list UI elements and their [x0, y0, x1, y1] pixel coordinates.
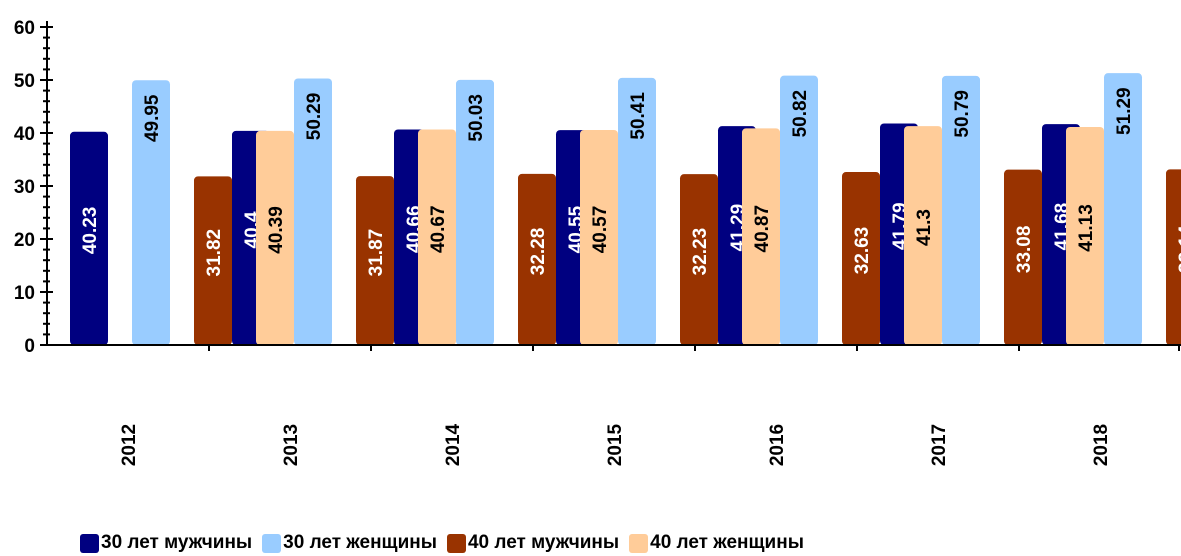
- x-tick-label-2018: 2018: [1091, 424, 1112, 466]
- legend-item-1: 30 лет женщины: [262, 532, 437, 554]
- data-label-s2-2018: 33.14: [1176, 225, 1181, 273]
- legend-item-2: 40 лет мужчины: [446, 532, 620, 554]
- y-tick-label-10: 10: [14, 283, 35, 304]
- data-label-s1-2015: 50.41: [628, 92, 649, 140]
- bar-s3-2016: [904, 126, 942, 345]
- data-label-s1-2016: 50.82: [790, 90, 811, 138]
- bar-s2-2013: [356, 176, 394, 345]
- bar-s2-2014: [518, 173, 556, 345]
- y-tick-label-60: 60: [14, 18, 35, 39]
- bar-s1-2016: [780, 75, 818, 346]
- data-label-s1-2018: 51.29: [1114, 87, 1135, 135]
- data-label-s2-2013: 31.87: [366, 229, 387, 277]
- data-label-s3-2015: 40.87: [752, 205, 773, 253]
- bar-s1-2018: [1104, 73, 1142, 346]
- y-tick-label-30: 30: [14, 177, 35, 198]
- bar-s3-2015: [742, 128, 780, 345]
- x-tick-label-2012: 2012: [119, 424, 140, 466]
- bar-s2-2018: [1166, 169, 1181, 345]
- bar-s2-2016: [842, 172, 880, 345]
- data-label-s3-2016: 41.3: [914, 209, 935, 246]
- data-label-s2-2014: 32.28: [528, 228, 549, 276]
- data-label-s1-2012: 49.95: [142, 94, 163, 142]
- bar-s1-2013: [294, 78, 332, 345]
- legend-label-2: 40 лет мужчины: [467, 532, 620, 553]
- data-label-s3-2012: 40.39: [266, 206, 287, 254]
- legend-item-3: 40 лет женщины: [629, 532, 804, 554]
- legend-label-0: 30 лет мужчины: [101, 532, 253, 553]
- legend-swatch-2: [446, 533, 466, 553]
- data-label-s0-2012: 40.23: [80, 207, 101, 255]
- bar-s1-2012: [132, 80, 170, 345]
- bar-s1-2017: [942, 75, 980, 346]
- legend: 30 лет мужчины 30 лет женщины 40 лет муж…: [80, 532, 814, 554]
- x-tick-label-2014: 2014: [443, 423, 464, 466]
- bar-s3-2017: [1066, 127, 1104, 345]
- data-label-s1-2013: 50.29: [304, 93, 325, 141]
- y-tick-label-0: 0: [24, 336, 35, 357]
- data-label-s3-2017: 41.13: [1076, 204, 1097, 252]
- legend-label-1: 30 лет женщины: [283, 532, 437, 553]
- y-tick-label-20: 20: [14, 230, 35, 251]
- bar-s3-2013: [418, 129, 456, 345]
- data-label-s1-2017: 50.79: [952, 90, 973, 138]
- bar-s3-2014: [580, 129, 618, 345]
- data-label-s2-2017: 33.08: [1014, 226, 1035, 274]
- legend-swatch-1: [262, 533, 282, 553]
- bar-s2-2015: [680, 174, 718, 345]
- data-label-s2-2012: 31.82: [204, 229, 225, 277]
- data-label-s3-2013: 40.67: [428, 205, 449, 253]
- bar-s0-2012: [70, 131, 108, 345]
- x-tick-label-2017: 2017: [929, 424, 950, 466]
- data-label-s2-2016: 32.63: [852, 227, 873, 275]
- bar-s1-2014: [456, 79, 494, 345]
- y-tick-label-50: 50: [14, 71, 35, 92]
- legend-label-3: 40 лет женщины: [650, 532, 804, 553]
- bar-s1-2015: [618, 77, 656, 346]
- x-tick-label-2016: 2016: [767, 424, 788, 466]
- data-label-s2-2015: 32.23: [690, 228, 711, 276]
- bar-s3-2012: [256, 130, 294, 345]
- legend-swatch-3: [629, 533, 649, 553]
- x-tick-label-2013: 2013: [281, 424, 302, 466]
- data-label-s3-2014: 40.57: [590, 206, 611, 254]
- data-label-s1-2014: 50.03: [466, 94, 487, 142]
- y-tick-label-40: 40: [14, 124, 35, 145]
- bar-s2-2017: [1004, 169, 1042, 345]
- x-tick-label-2015: 2015: [605, 423, 626, 466]
- bar-s2-2012: [194, 176, 232, 345]
- legend-swatch-0: [80, 533, 99, 553]
- legend-item-0: 30 лет мужчины: [80, 532, 252, 554]
